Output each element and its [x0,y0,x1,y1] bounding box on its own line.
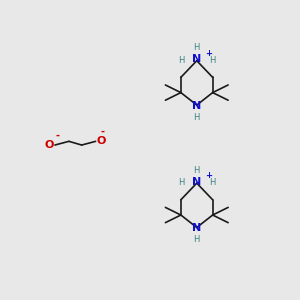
Text: H: H [194,166,200,175]
Text: +: + [205,49,212,58]
Text: H: H [194,235,200,244]
Text: H: H [178,56,184,64]
Text: -: - [101,127,105,137]
Text: N: N [192,54,201,64]
Text: -: - [56,131,60,141]
Text: H: H [194,44,200,52]
Text: +: + [205,171,212,180]
Text: O: O [45,140,54,150]
Text: N: N [192,223,201,233]
Text: H: H [209,178,215,187]
Text: N: N [192,177,201,187]
Text: N: N [192,101,201,111]
Text: O: O [96,136,106,146]
Text: H: H [194,113,200,122]
Text: H: H [209,56,215,64]
Text: H: H [178,178,184,187]
